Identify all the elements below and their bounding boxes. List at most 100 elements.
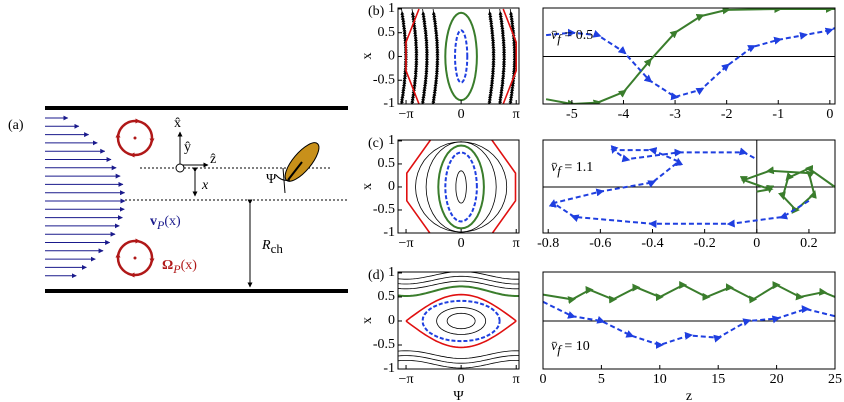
trajectory-plot: v̄f = 1.1 -0.8 -0.6 -0.4 -0.2 0 0.2: [537, 139, 836, 251]
streamline: [420, 8, 429, 104]
orbit: [444, 151, 478, 223]
plot-frame: [397, 139, 520, 234]
separatrix: [406, 140, 432, 233]
panel-label: (d): [368, 268, 385, 283]
y-axis-label: x: [360, 53, 375, 60]
x-tick-label: −π: [399, 236, 414, 251]
x-axis-label: Ψ: [453, 389, 464, 402]
axis-label: x: [201, 178, 209, 193]
separatrix: [405, 8, 420, 104]
streamline: [398, 280, 519, 290]
label-part: P: [172, 262, 181, 276]
plot-area: [543, 280, 835, 349]
plot-area: [399, 8, 517, 104]
y-tick-label: -1: [383, 361, 395, 376]
streamline: [398, 350, 519, 359]
streamline: [415, 141, 508, 233]
panel-label: (b): [368, 4, 385, 19]
y-tick-label: 0.5: [378, 289, 396, 304]
y-tick-label: 0.5: [378, 156, 396, 171]
y-tick-label: -0.5: [373, 337, 395, 352]
annotation-part: v̄: [551, 339, 558, 354]
trajectory-plot: v̄f = 10 z 0 5 10 15 20 25: [540, 271, 842, 402]
trajectory-plot: v̄f = 0.5 -5 -4 -3 -2 -1 0: [542, 7, 836, 122]
y-tick-label: 0.5: [378, 25, 396, 40]
y-axis-label: x: [360, 317, 375, 324]
x-tick-label: -3: [669, 107, 681, 122]
orbit: [437, 144, 485, 230]
x-tick-label: -0.4: [641, 236, 663, 251]
label-part: (x): [164, 214, 181, 229]
plot-frame: [397, 7, 520, 105]
label-part: (x): [181, 258, 198, 273]
angle-label: Ψ: [266, 172, 277, 187]
x-tick-label: -1: [772, 107, 784, 122]
y-tick-label: 1: [388, 265, 395, 280]
annotation: v̄f = 0.5: [551, 28, 593, 46]
schematic: (a) x̂ ŷ ẑ x Ψ vP(x) ΩP(x) Rch: [8, 106, 348, 293]
x-tick-label: -0.8: [537, 236, 559, 251]
trajectory: [546, 27, 835, 101]
particle-axis: [287, 161, 303, 181]
label-part: Ω: [162, 258, 173, 273]
y-axis-label: x: [360, 183, 375, 190]
x-tick-label: 0: [540, 372, 547, 387]
streamline: [430, 8, 440, 104]
x-tick-label: 0: [458, 107, 465, 122]
x-tick-label: 5: [598, 372, 605, 387]
phase-portrait: (b) x -1 -0.5 0 0.5 1 −π 0 π: [360, 1, 520, 122]
annotation-part: f: [557, 31, 563, 46]
orbit: [444, 11, 478, 102]
orbit: [453, 29, 469, 84]
y-tick-label: 0: [388, 313, 395, 328]
y-tick-label: -0.5: [373, 72, 395, 87]
y-tick-label: -0.5: [373, 202, 395, 217]
streamline: [508, 8, 517, 104]
y-tick-label: 0: [388, 179, 395, 194]
streamline: [398, 275, 519, 285]
streamline: [455, 170, 467, 204]
streamline: [409, 8, 419, 104]
x-tick-label: 20: [770, 372, 784, 387]
separatrix: [490, 140, 517, 233]
annotation-part: = 1.1: [561, 160, 593, 175]
panel-label: (a): [8, 118, 24, 133]
x-axis-label: z: [686, 389, 692, 402]
y-tick-label: 1: [388, 1, 395, 16]
plot-frame: [397, 271, 520, 370]
x-tick-label: 25: [828, 372, 842, 387]
trajectory: [543, 280, 835, 305]
x-tick-label: π: [513, 236, 520, 251]
trajectory: [548, 145, 810, 228]
x-tick-label: -0.6: [589, 236, 611, 251]
x-tick-label: 10: [653, 372, 667, 387]
x-tick-label: 0: [826, 107, 833, 122]
orbit: [398, 285, 519, 297]
plot-area: [398, 272, 519, 369]
x-tick-label: π: [513, 372, 520, 387]
streamline: [497, 8, 507, 104]
annotation-part: f: [557, 163, 563, 178]
label-part: P: [156, 218, 165, 232]
annotation: v̄f = 1.1: [551, 160, 593, 178]
x-tick-label: -5: [566, 107, 578, 122]
annotation-part: f: [557, 342, 563, 357]
annotation-part: v̄: [551, 28, 558, 43]
x-tick-label: 0: [458, 372, 465, 387]
streamline: [436, 307, 487, 335]
radius-label: Rch: [261, 238, 283, 256]
orbit: [421, 299, 501, 343]
axis-label: ŷ: [184, 140, 191, 155]
phase-portrait: (c) x -1 -0.5 0 0.5 1 −π 0 π: [360, 133, 520, 251]
separatrix: [405, 320, 517, 349]
plot-frame: [542, 271, 836, 370]
streamline: [446, 312, 476, 330]
streamline: [425, 141, 497, 233]
dot: [133, 136, 137, 140]
dot: [133, 256, 137, 260]
x-tick-label: 15: [711, 372, 725, 387]
x-tick-label: -2: [721, 107, 733, 122]
plot-frame: [542, 7, 836, 105]
x-tick-label: 0: [458, 236, 465, 251]
